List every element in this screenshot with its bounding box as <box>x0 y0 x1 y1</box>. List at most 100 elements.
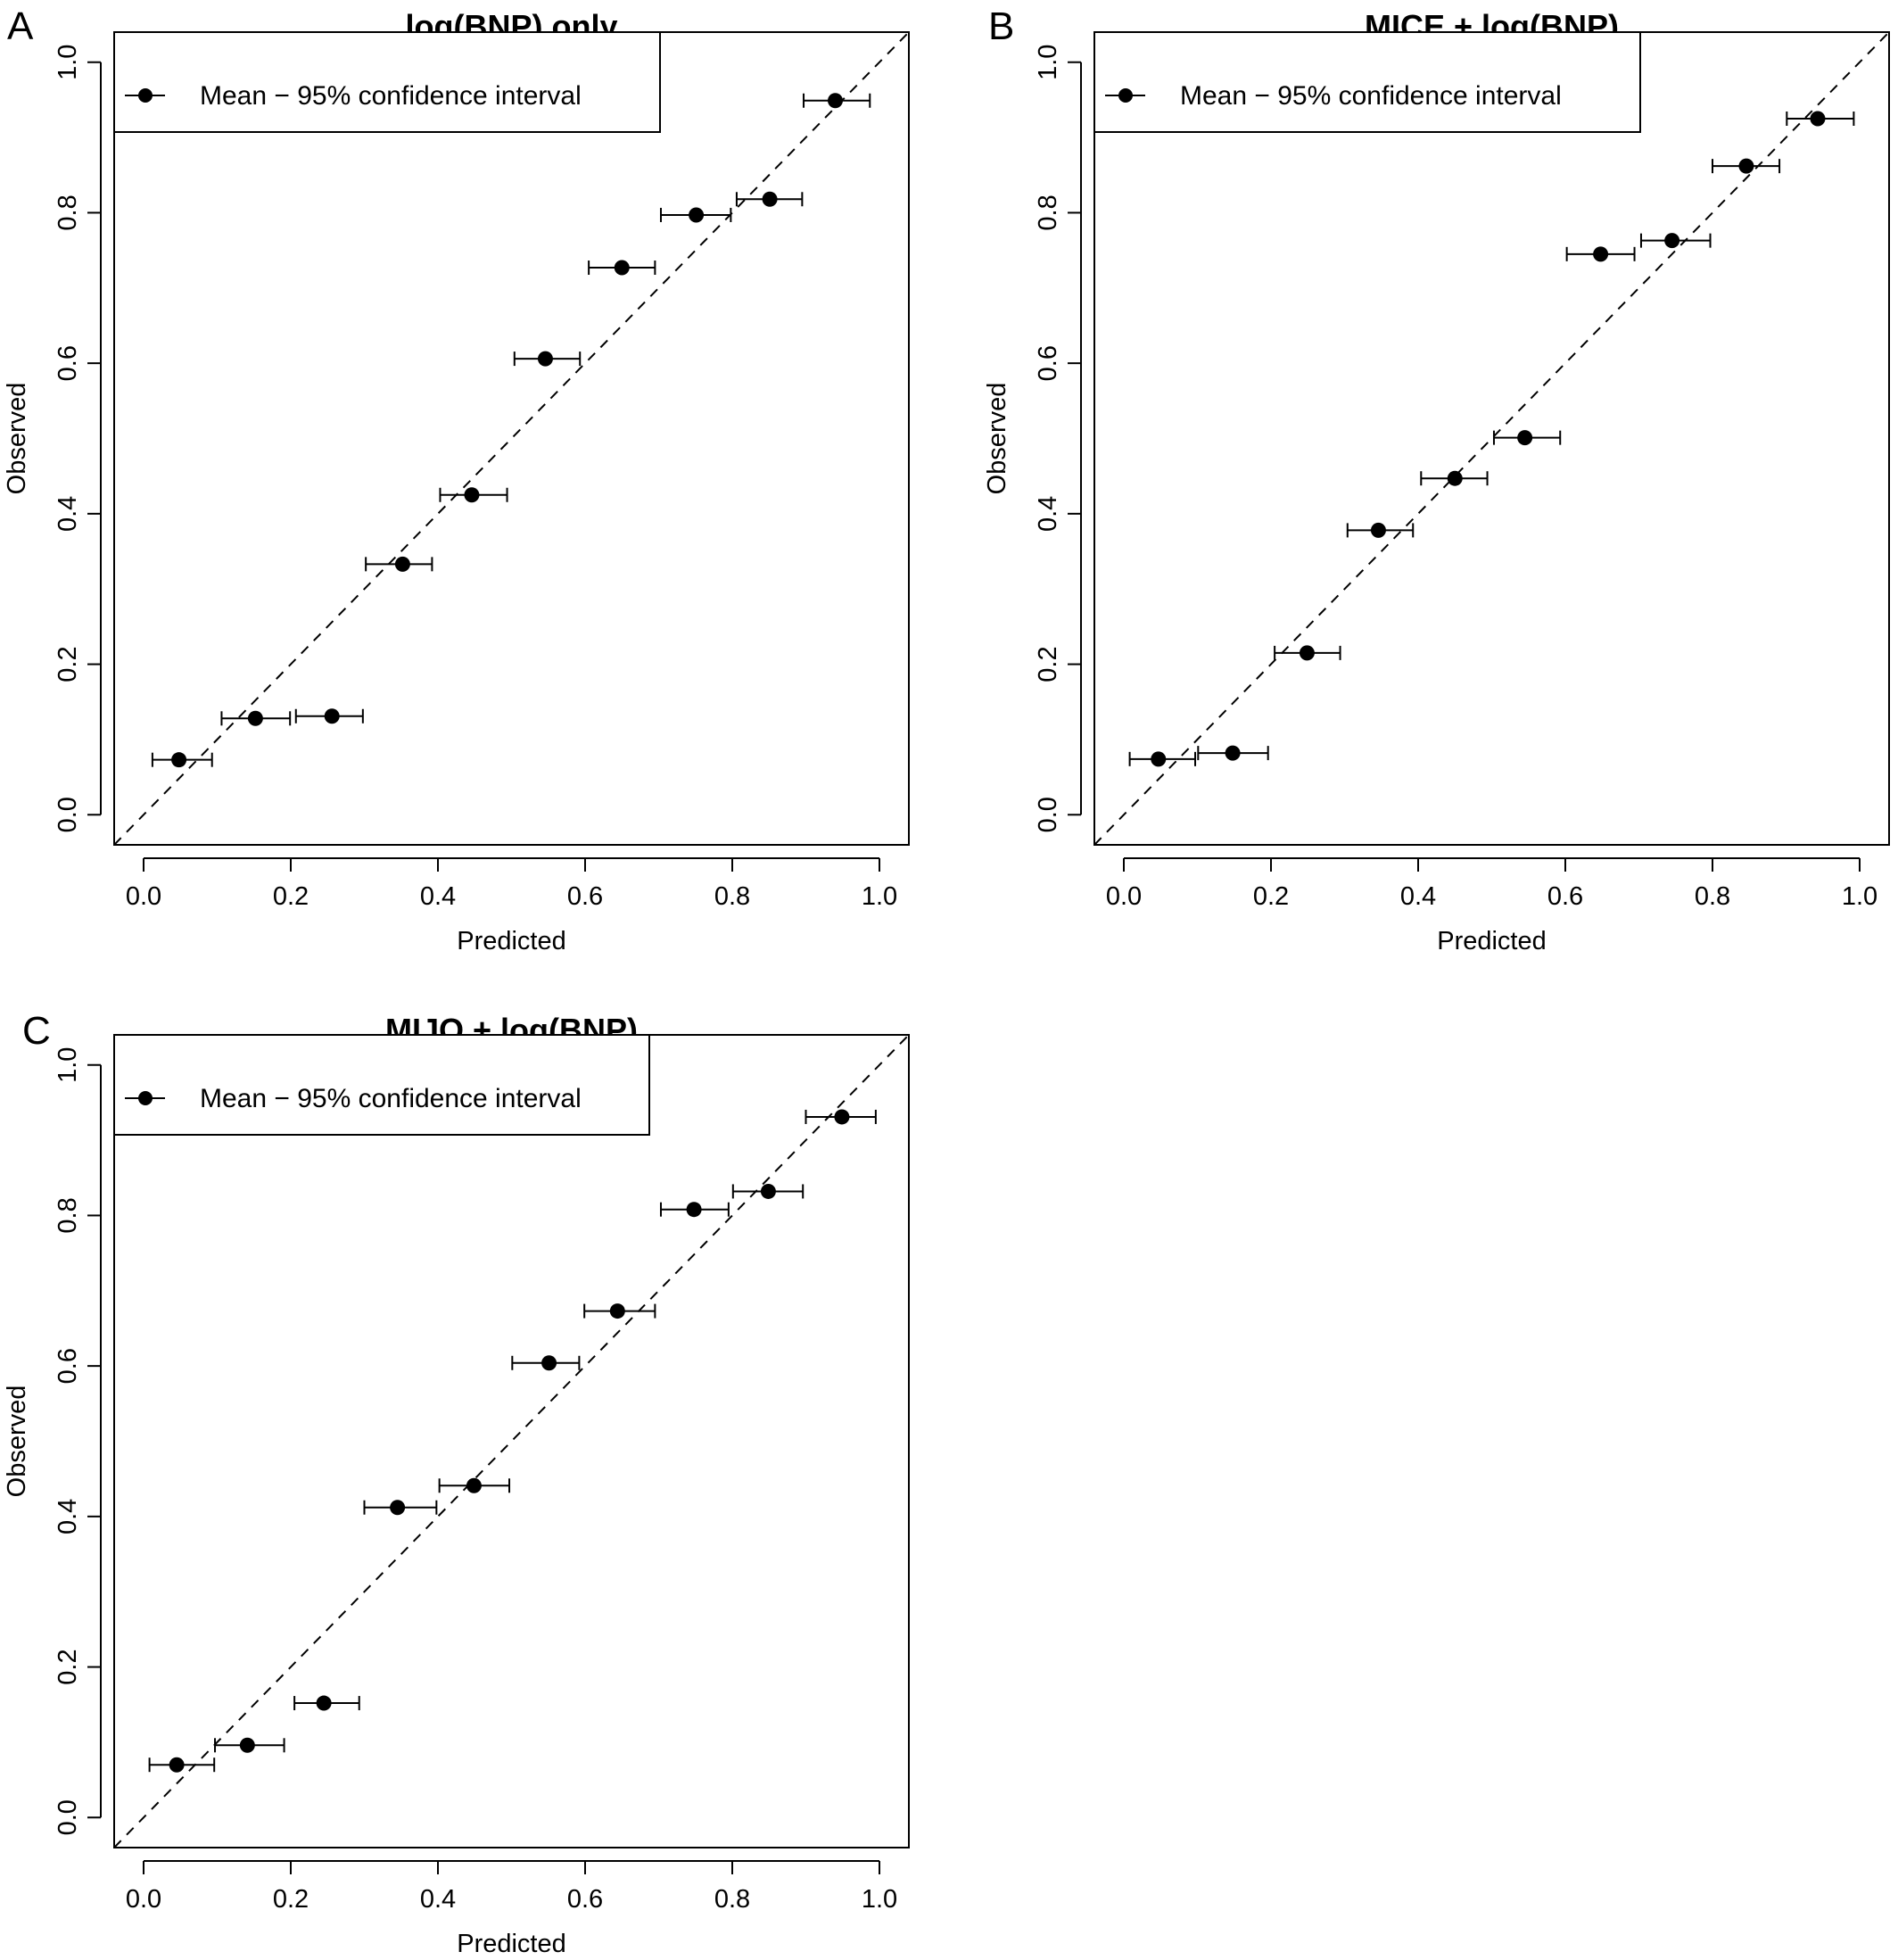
x-axis-label: Predicted <box>457 927 566 955</box>
data-point <box>438 1477 511 1493</box>
x-tick-label: 0.6 <box>567 882 603 911</box>
point-marker <box>1299 645 1315 661</box>
x-tick-label: 0.2 <box>273 882 309 911</box>
reference-line <box>114 1035 909 1848</box>
x-tick-label: 0.2 <box>1253 882 1289 911</box>
y-tick-label: 1.0 <box>54 45 82 80</box>
point-marker <box>324 708 340 724</box>
data-point <box>293 1695 360 1711</box>
point-marker <box>828 93 843 109</box>
legend: Mean − 95% confidence interval <box>113 31 661 133</box>
y-axis-label: Observed <box>3 383 31 495</box>
data-point <box>659 207 732 223</box>
data-point <box>148 1757 216 1773</box>
legend-label: Mean − 95% confidence interval <box>200 81 582 111</box>
point-marker <box>537 351 553 367</box>
data-point <box>511 1355 581 1371</box>
data-point <box>1346 522 1415 538</box>
reference-line <box>1094 32 1889 845</box>
y-tick-label: 0.2 <box>54 1649 82 1684</box>
x-tick-label: 0.2 <box>273 1885 309 1914</box>
point-marker <box>1447 470 1463 486</box>
data-point <box>731 1183 805 1199</box>
x-tick-label: 1.0 <box>862 1885 897 1914</box>
y-axis-label: Observed <box>983 383 1011 495</box>
data-point <box>220 710 292 726</box>
point-marker <box>171 752 187 768</box>
panel-letter: B <box>988 4 1014 48</box>
x-tick-label: 0.6 <box>1547 882 1583 911</box>
point-marker <box>614 260 630 276</box>
point-marker <box>247 710 263 726</box>
x-tick-label: 0.8 <box>714 882 750 911</box>
point-marker <box>834 1109 850 1125</box>
point-marker <box>762 191 778 207</box>
x-tick-label: 1.0 <box>862 882 897 911</box>
data-point <box>588 260 656 276</box>
data-point <box>1786 111 1855 127</box>
point-marker <box>464 487 480 503</box>
point-marker <box>686 1202 702 1218</box>
y-tick-label: 1.0 <box>1034 45 1062 80</box>
y-tick-label: 0.0 <box>54 1799 82 1835</box>
y-tick-label: 0.6 <box>1034 345 1062 381</box>
y-tick-label: 0.6 <box>54 345 82 381</box>
data-point <box>1420 470 1489 486</box>
panel-letter: C <box>22 1009 51 1053</box>
point-marker <box>1225 745 1241 761</box>
point-marker <box>609 1303 625 1319</box>
y-tick-label: 0.4 <box>54 496 82 532</box>
panel-c: C MIJO + log(BNP)0.0 0.2 0.4 0.6 0.8 1.0Predic… <box>3 1009 910 1958</box>
x-tick-label: 0.4 <box>420 1885 456 1914</box>
point-marker <box>390 1500 406 1516</box>
legend-marker <box>1118 88 1133 103</box>
legend-label: Mean − 95% confidence interval <box>1180 81 1562 111</box>
x-tick-label: 0.6 <box>567 1885 603 1914</box>
point-marker <box>1370 522 1386 538</box>
point-marker <box>1738 158 1754 174</box>
y-tick-label: 0.6 <box>54 1348 82 1384</box>
y-tick-label: 0.0 <box>54 797 82 832</box>
data-point <box>1565 246 1636 262</box>
data-point <box>151 752 213 768</box>
legend-box <box>1093 31 1641 133</box>
data-point <box>805 1109 877 1125</box>
y-tick-label: 0.0 <box>1034 797 1062 832</box>
panel-letter: A <box>7 4 34 48</box>
x-tick-label: 0.8 <box>1695 882 1730 911</box>
x-tick-label: 0.0 <box>1106 882 1142 911</box>
x-tick-label: 0.4 <box>1400 882 1436 911</box>
data-point <box>439 487 508 503</box>
legend-box <box>113 31 661 133</box>
data-point <box>363 1500 438 1516</box>
data-point <box>1197 745 1269 761</box>
point-marker <box>541 1355 557 1371</box>
x-tick-label: 0.0 <box>126 1885 161 1914</box>
legend: Mean − 95% confidence interval <box>1093 31 1641 133</box>
data-point <box>803 93 871 109</box>
reference-line <box>114 32 909 845</box>
x-tick-label: 0.0 <box>126 882 161 911</box>
legend-box <box>113 1034 650 1136</box>
y-tick-label: 0.2 <box>54 646 82 682</box>
point-marker <box>1517 430 1533 446</box>
legend: Mean − 95% confidence interval <box>113 1034 650 1136</box>
point-marker <box>466 1477 482 1493</box>
data-point <box>1492 430 1562 446</box>
y-tick-label: 0.8 <box>54 194 82 230</box>
data-point <box>1712 158 1781 174</box>
data-point <box>659 1202 730 1218</box>
x-tick-label: 0.8 <box>714 1885 750 1914</box>
x-tick-label: 0.4 <box>420 882 456 911</box>
y-tick-label: 0.4 <box>1034 496 1062 532</box>
data-point <box>1128 751 1197 767</box>
point-marker <box>1664 233 1680 249</box>
y-axis-label: Observed <box>3 1385 31 1498</box>
data-point <box>513 351 582 367</box>
y-tick-label: 0.8 <box>54 1197 82 1233</box>
x-axis-label: Predicted <box>457 1930 566 1958</box>
data-point <box>1639 233 1712 249</box>
x-tick-label: 1.0 <box>1842 882 1877 911</box>
